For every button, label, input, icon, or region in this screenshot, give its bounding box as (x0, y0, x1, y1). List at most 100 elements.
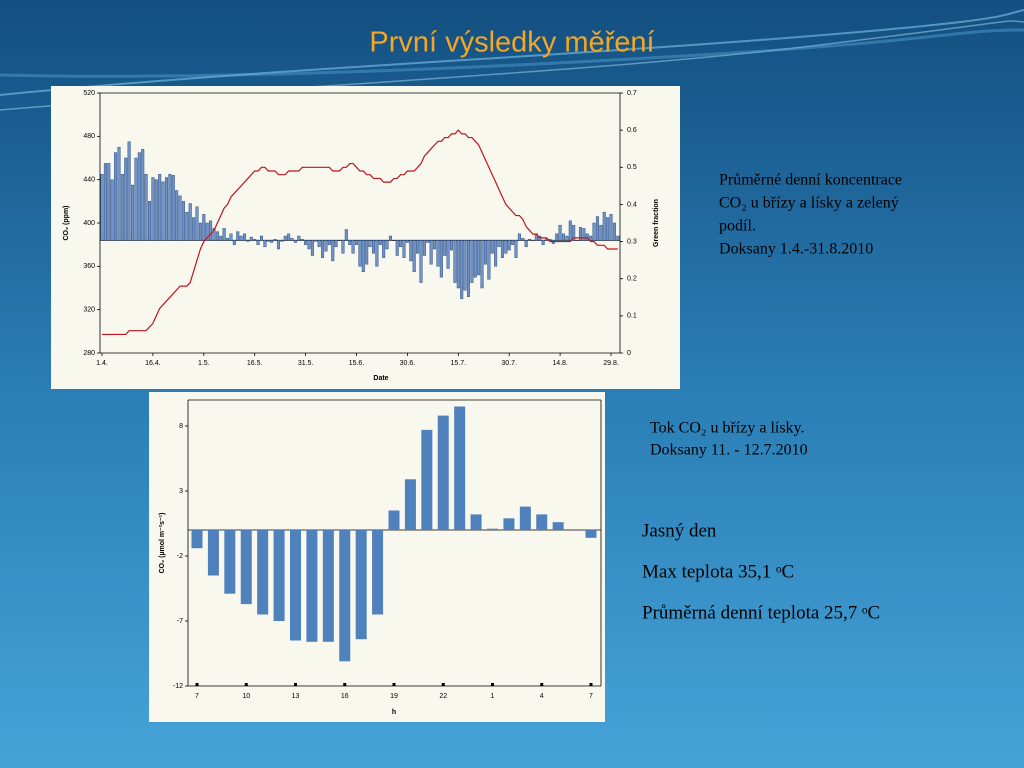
x-tick-label: 16 (341, 693, 349, 700)
bar (592, 222, 596, 241)
bar (355, 240, 359, 245)
x-tick-label: 16.5. (247, 360, 263, 367)
caption-line: Průměrné denní koncentrace (719, 172, 902, 189)
y2-tick-label: 0 (627, 350, 631, 357)
y-tick-label: 360 (83, 263, 95, 270)
bar (517, 233, 521, 241)
bar (348, 240, 352, 245)
bar (124, 157, 128, 241)
caption-line: Doksany 1.4.-31.8.2010 (719, 241, 873, 258)
bar (487, 528, 498, 530)
bar (446, 240, 450, 269)
bar (114, 152, 118, 241)
bar (256, 240, 260, 245)
line (102, 129, 618, 336)
bar (192, 217, 196, 241)
x-tick-label: 13 (292, 693, 300, 700)
bar (259, 235, 263, 241)
bar (524, 240, 528, 248)
bar (300, 239, 304, 241)
bar (399, 240, 403, 248)
bar (270, 240, 274, 243)
bar (578, 227, 582, 241)
bar (207, 530, 219, 576)
bar (232, 240, 236, 245)
bar (191, 530, 203, 549)
bar (490, 240, 494, 254)
bar (280, 240, 284, 242)
bar (202, 214, 206, 241)
bar (500, 240, 504, 258)
y2-tick-label: 0.5 (627, 164, 637, 171)
bar (409, 240, 413, 262)
bar (497, 240, 501, 248)
bar (117, 146, 121, 241)
x-tick-label: 19 (390, 693, 398, 700)
bar (273, 530, 285, 621)
bar (450, 240, 454, 251)
bar (257, 530, 269, 615)
bar (287, 233, 291, 241)
bar (324, 240, 328, 252)
x-tick-label: 30.7. (501, 360, 517, 367)
y-tick-label: 480 (83, 133, 95, 140)
bar (273, 239, 277, 241)
y-tick-label: 400 (83, 220, 95, 227)
bar (582, 228, 586, 241)
bar (612, 222, 616, 241)
y-axis-title: CO₂ (µmol m⁻²s⁻¹) (159, 513, 166, 574)
bar (616, 235, 620, 241)
x-tick-label: 29.8. (603, 360, 619, 367)
bar (341, 240, 345, 254)
bar (466, 240, 470, 297)
wave (0, 9, 1024, 96)
x-tick-label: 10 (242, 693, 250, 700)
x-tick-label: 1.5. (198, 360, 210, 367)
bar (429, 240, 433, 265)
x-tick-label: 22 (439, 693, 447, 700)
y-tick-label: 280 (83, 350, 95, 357)
bar (477, 240, 481, 276)
bar (419, 240, 423, 283)
bar (103, 163, 107, 241)
x-axis-title: Date (373, 375, 388, 382)
x-tick (392, 683, 396, 686)
bar (453, 240, 457, 283)
bar (141, 149, 145, 241)
bar (388, 510, 400, 530)
bar (246, 240, 250, 242)
caption-line: podíl. (719, 218, 756, 235)
bar (361, 240, 365, 272)
bar (120, 174, 124, 241)
bar (110, 179, 114, 241)
bar (395, 240, 399, 256)
bar (334, 240, 338, 248)
bar (351, 240, 355, 254)
bar (422, 240, 426, 256)
bar (562, 233, 566, 241)
bar (606, 217, 610, 241)
bar (437, 415, 449, 530)
bar (178, 195, 182, 241)
bar (304, 240, 308, 245)
bar (226, 237, 230, 241)
bar (144, 174, 148, 241)
x-tick-label: 1 (491, 693, 495, 700)
bar (185, 211, 189, 241)
bar (161, 181, 165, 241)
y-tick-label: 8 (179, 423, 183, 430)
bar (249, 236, 253, 241)
bar (263, 240, 267, 248)
bar (239, 235, 243, 241)
bar (375, 240, 379, 267)
bar (541, 240, 545, 245)
bar (283, 235, 287, 241)
bar (205, 222, 209, 241)
bar (503, 518, 515, 530)
bar (310, 240, 314, 256)
y2-tick-label: 0.2 (627, 276, 637, 283)
bar (555, 233, 559, 241)
bar (456, 240, 460, 289)
bar (198, 222, 202, 241)
x-tick (195, 683, 199, 686)
